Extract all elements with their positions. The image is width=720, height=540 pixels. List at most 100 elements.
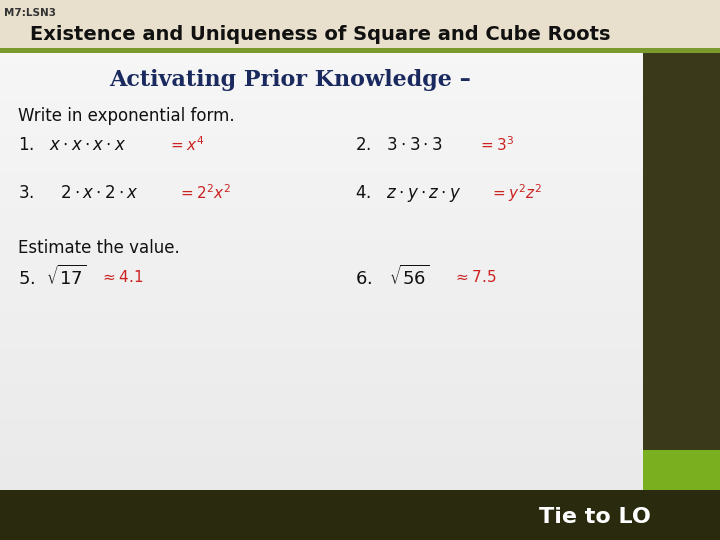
Bar — [0, 105, 643, 106]
Bar — [0, 478, 643, 479]
Bar — [0, 332, 643, 333]
Bar — [0, 426, 643, 427]
Bar — [0, 204, 643, 205]
Bar — [0, 437, 643, 438]
Bar — [0, 362, 643, 363]
Bar — [0, 427, 643, 428]
Bar — [0, 330, 643, 331]
Bar — [0, 482, 643, 483]
Bar — [0, 18, 643, 19]
Bar — [0, 453, 643, 454]
Bar — [0, 503, 643, 504]
Bar — [0, 127, 643, 128]
Text: Estimate the value.: Estimate the value. — [18, 239, 180, 257]
Bar — [0, 351, 643, 352]
Bar — [0, 417, 643, 418]
Bar — [0, 40, 643, 41]
Bar — [0, 421, 643, 422]
Bar — [0, 248, 643, 249]
Bar — [0, 139, 643, 140]
Bar — [0, 211, 643, 212]
Text: $\approx 4.1$: $\approx 4.1$ — [100, 269, 143, 285]
Bar — [0, 504, 643, 505]
Bar — [0, 152, 643, 153]
Bar — [0, 6, 643, 7]
Bar — [0, 176, 643, 177]
Bar — [0, 73, 643, 74]
Bar — [0, 24, 643, 25]
Bar — [0, 436, 643, 437]
Bar — [0, 100, 643, 101]
Bar — [0, 390, 643, 391]
Bar — [0, 17, 643, 18]
Bar — [643, 450, 720, 490]
Bar — [0, 256, 643, 257]
Bar — [0, 265, 643, 266]
Bar — [0, 271, 643, 272]
Bar — [0, 367, 643, 368]
Bar — [0, 490, 720, 540]
Bar — [0, 266, 643, 267]
Bar — [0, 42, 643, 43]
Bar — [0, 112, 643, 113]
Bar — [0, 280, 643, 281]
Bar — [0, 481, 643, 482]
Bar — [0, 157, 643, 158]
Bar — [0, 47, 643, 48]
Bar — [0, 71, 643, 72]
Bar — [0, 306, 643, 307]
Bar — [0, 120, 643, 121]
Bar — [0, 206, 643, 207]
Bar — [0, 126, 643, 127]
Bar — [0, 440, 643, 441]
Bar — [0, 200, 643, 201]
Bar — [0, 380, 643, 381]
Bar — [0, 148, 643, 149]
Bar — [0, 48, 720, 53]
Bar — [0, 452, 643, 453]
Bar — [0, 202, 643, 203]
Bar — [0, 213, 643, 214]
Bar — [0, 39, 643, 40]
Bar — [0, 470, 643, 471]
Bar — [0, 98, 643, 99]
Bar — [0, 232, 643, 233]
Bar — [0, 14, 643, 15]
Bar — [0, 64, 643, 65]
Bar — [0, 317, 643, 318]
Bar — [0, 517, 643, 518]
Bar — [0, 4, 643, 5]
Bar — [0, 319, 643, 320]
Bar — [0, 522, 643, 523]
Bar — [0, 16, 643, 17]
Text: 1.   $x \cdot x \cdot x \cdot x$: 1. $x \cdot x \cdot x \cdot x$ — [18, 136, 127, 154]
Bar — [0, 10, 643, 11]
Bar — [0, 68, 643, 69]
Bar — [0, 241, 643, 242]
Bar — [0, 299, 643, 300]
Bar — [0, 150, 643, 151]
Bar — [0, 249, 643, 250]
Bar — [0, 502, 643, 503]
Bar — [0, 77, 643, 78]
Bar — [0, 258, 643, 259]
Bar — [0, 55, 643, 56]
Bar — [0, 194, 643, 195]
Bar — [0, 145, 643, 146]
Bar — [0, 244, 643, 245]
Bar — [0, 301, 643, 302]
Bar — [0, 340, 643, 341]
Bar — [0, 318, 643, 319]
Bar — [0, 484, 643, 485]
Bar — [0, 229, 643, 230]
Bar — [0, 167, 643, 168]
Text: Write in exponential form.: Write in exponential form. — [18, 107, 235, 125]
Bar — [0, 300, 643, 301]
Bar — [0, 509, 643, 510]
Bar — [0, 188, 643, 189]
Bar — [0, 325, 643, 326]
Bar — [0, 388, 643, 389]
Bar — [0, 174, 643, 175]
Bar — [0, 155, 643, 156]
Bar — [0, 494, 643, 495]
